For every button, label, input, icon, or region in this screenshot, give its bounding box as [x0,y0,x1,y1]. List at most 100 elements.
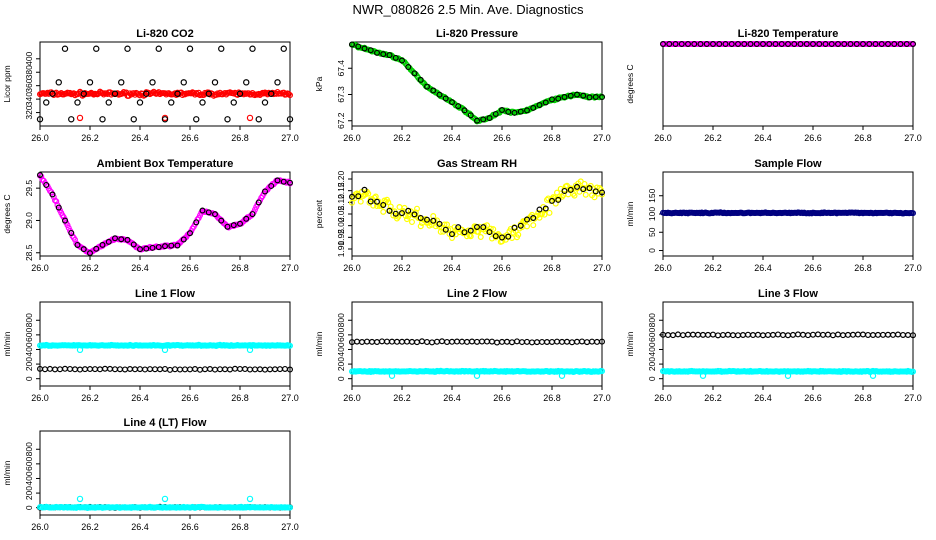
data-point [694,331,701,338]
data-point [598,94,605,101]
y-tick-label: 340 [24,92,34,106]
data-point [404,338,411,345]
data-point [136,99,144,106]
data-point [909,40,916,47]
data-point [74,99,81,106]
data-point [267,366,274,373]
chart-title: Sample Flow [754,158,822,170]
data-point [492,110,499,117]
data-point [436,91,443,98]
data-point [592,94,599,101]
x-tick-label: 26.6 [804,393,822,403]
x-tick-label: 26.8 [543,393,561,403]
data-point [224,116,231,123]
data-point [409,338,416,345]
data-point [101,365,108,372]
data-point [147,366,154,373]
y-tick-label: 50 [647,227,657,237]
x-tick-label: 26.8 [231,133,249,143]
data-point [872,40,879,47]
data-point [474,117,481,124]
y-tick-label: 2.15 [336,182,346,199]
data-point [66,365,73,372]
data-point [237,365,244,372]
data-point [517,108,524,115]
data-point [791,40,798,47]
y-axis-label: degrees C [2,194,12,233]
data-point [230,222,237,229]
data-point [884,40,891,47]
data-point [530,215,537,222]
data-point [76,366,83,373]
data-point [747,40,754,47]
data-point [442,226,449,233]
data-point [392,54,399,61]
y-tick-label: 360 [24,78,34,92]
plot-frame [39,430,291,516]
data-point [878,40,885,47]
data-point [728,40,735,47]
data-point [436,220,443,227]
data-point [389,338,396,345]
data-point [249,211,256,218]
data-point [118,236,125,243]
data-point [803,40,810,47]
data-point [543,338,550,345]
x-tick-label: 26.0 [654,393,672,403]
data-point [894,331,901,338]
x-tick-label: 27.0 [593,133,611,143]
data-point [509,339,516,346]
x-tick-label: 26.0 [654,133,672,143]
data-point [844,331,851,338]
data-point [272,366,279,373]
data-point [246,114,254,122]
data-point [473,372,481,379]
data-point [55,204,62,211]
data-point [74,241,81,248]
data-point [434,338,441,345]
data-point [93,45,100,52]
data-point [424,338,431,345]
data-point [889,331,896,338]
data-point [672,40,679,47]
chart-title: Line 4 (LT) Flow [124,417,207,429]
x-tick-label: 26.6 [493,263,511,273]
data-point [523,338,530,345]
data-point [152,366,159,373]
data-point [56,366,63,373]
data-point [511,224,518,231]
data-point [142,366,149,373]
data-point [130,241,137,248]
data-point [268,182,275,189]
y-tick-label: 400 [24,51,34,65]
data-point [769,331,776,338]
data-point [361,45,368,52]
x-tick-label: 26.0 [343,133,361,143]
data-point [380,201,387,208]
data-point [182,366,189,373]
data-point [530,104,537,111]
data-point [722,40,729,47]
data-point [242,366,249,373]
data-point [394,338,401,345]
data-point [429,339,436,346]
data-point [580,92,587,99]
data-point [357,198,364,205]
data-point [897,40,904,47]
data-point [834,40,841,47]
data-point [386,207,393,214]
data-point [396,204,403,211]
data-point [729,332,736,339]
data-point [909,332,916,339]
data-point [417,76,424,83]
data-point [243,215,250,222]
data-point [899,331,906,338]
data-point [809,331,816,338]
data-point [489,338,496,345]
data-point [573,183,580,190]
y-axis-label: kPa [314,76,324,91]
data-point [369,338,376,345]
data-point [86,79,94,86]
data-point [411,211,418,218]
